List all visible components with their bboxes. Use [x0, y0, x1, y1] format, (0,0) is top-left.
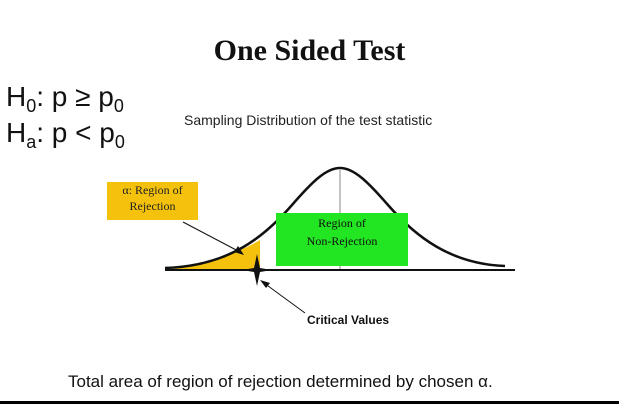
- slide-title: One Sided Test: [213, 34, 406, 67]
- null-hypothesis: H0: p ≥ p0: [6, 81, 124, 117]
- rejection-region-fill: [165, 240, 260, 270]
- rejection-pointer-arrow: [182, 221, 241, 253]
- rejection-region-label: α: Region of Rejection: [107, 182, 198, 220]
- diagram-subtitle: Sampling Distribution of the test statis…: [184, 112, 433, 128]
- normal-curve: [164, 166, 506, 270]
- critical-value-marker: [242, 254, 272, 286]
- critical-values-label: Critical Values: [307, 313, 390, 327]
- non-rejection-region-label: Region of Non-Rejection: [276, 213, 408, 266]
- critical-pointer-head: [260, 280, 270, 288]
- critical-pointer-arrow: [263, 282, 306, 314]
- alternative-hypothesis: Ha: p < p0: [6, 117, 125, 153]
- rejection-pointer-head: [234, 246, 244, 255]
- bottom-divider: [0, 401, 619, 404]
- footer-note: Total area of region of rejection determ…: [68, 372, 493, 391]
